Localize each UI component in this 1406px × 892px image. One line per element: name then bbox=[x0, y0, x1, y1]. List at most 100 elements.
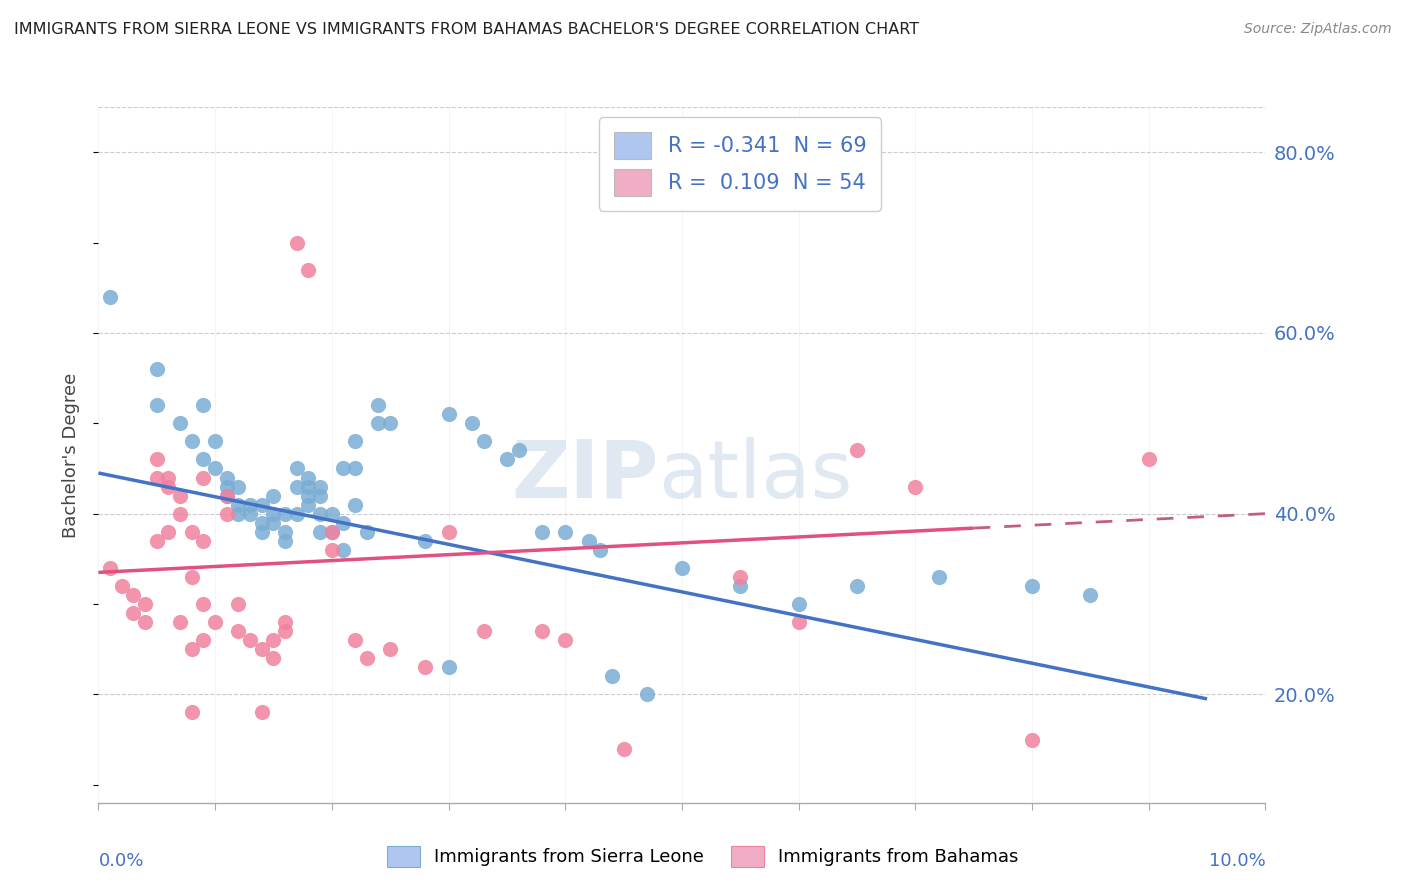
Legend: R = -0.341  N = 69, R =  0.109  N = 54: R = -0.341 N = 69, R = 0.109 N = 54 bbox=[599, 118, 882, 211]
Point bbox=[413, 533, 436, 548]
Point bbox=[193, 398, 215, 412]
Point bbox=[461, 417, 484, 431]
Point bbox=[169, 489, 191, 503]
Point bbox=[262, 489, 284, 503]
Point bbox=[1137, 452, 1160, 467]
Point bbox=[239, 633, 262, 648]
Point bbox=[228, 624, 250, 639]
Point bbox=[344, 633, 367, 648]
Point bbox=[228, 479, 250, 493]
Point bbox=[321, 524, 343, 539]
Point bbox=[250, 642, 273, 657]
Point bbox=[787, 597, 810, 611]
Point bbox=[239, 507, 262, 521]
Point bbox=[367, 417, 389, 431]
Point bbox=[297, 479, 319, 493]
Text: 10.0%: 10.0% bbox=[1209, 852, 1265, 870]
Point bbox=[169, 507, 191, 521]
Point bbox=[636, 687, 658, 701]
Point bbox=[134, 597, 156, 611]
Point bbox=[508, 443, 530, 458]
Point bbox=[274, 524, 297, 539]
Point bbox=[437, 407, 460, 421]
Point bbox=[204, 461, 226, 475]
Point bbox=[787, 615, 810, 629]
Point bbox=[250, 516, 273, 530]
Text: IMMIGRANTS FROM SIERRA LEONE VS IMMIGRANTS FROM BAHAMAS BACHELOR'S DEGREE CORREL: IMMIGRANTS FROM SIERRA LEONE VS IMMIGRAN… bbox=[14, 22, 920, 37]
Point bbox=[589, 542, 612, 557]
Point bbox=[472, 624, 495, 639]
Point bbox=[157, 479, 180, 493]
Point bbox=[169, 615, 191, 629]
Point bbox=[297, 489, 319, 503]
Point bbox=[344, 461, 367, 475]
Point bbox=[146, 470, 169, 484]
Point bbox=[134, 615, 156, 629]
Point bbox=[262, 507, 284, 521]
Point bbox=[215, 489, 238, 503]
Point bbox=[1080, 588, 1102, 602]
Point bbox=[356, 524, 378, 539]
Point bbox=[613, 741, 636, 756]
Point bbox=[309, 524, 332, 539]
Point bbox=[846, 443, 869, 458]
Point bbox=[98, 290, 121, 304]
Point bbox=[554, 524, 576, 539]
Point bbox=[180, 434, 202, 449]
Text: 0.0%: 0.0% bbox=[98, 852, 143, 870]
Point bbox=[332, 542, 354, 557]
Point bbox=[285, 507, 308, 521]
Point bbox=[193, 470, 215, 484]
Point bbox=[285, 461, 308, 475]
Point bbox=[146, 452, 169, 467]
Point bbox=[671, 561, 693, 575]
Point bbox=[228, 507, 250, 521]
Point bbox=[344, 498, 367, 512]
Point bbox=[262, 516, 284, 530]
Point bbox=[274, 624, 297, 639]
Point bbox=[122, 606, 145, 620]
Point bbox=[297, 470, 319, 484]
Point bbox=[321, 524, 343, 539]
Point bbox=[904, 479, 927, 493]
Point bbox=[846, 579, 869, 593]
Point bbox=[530, 524, 553, 539]
Point bbox=[262, 633, 284, 648]
Point bbox=[228, 597, 250, 611]
Point bbox=[321, 542, 343, 557]
Point bbox=[250, 498, 273, 512]
Point bbox=[554, 633, 576, 648]
Point bbox=[285, 235, 308, 250]
Point bbox=[928, 570, 950, 584]
Point bbox=[215, 470, 238, 484]
Point bbox=[437, 660, 460, 674]
Point bbox=[297, 262, 319, 277]
Point bbox=[228, 498, 250, 512]
Point bbox=[193, 533, 215, 548]
Point bbox=[250, 706, 273, 720]
Point bbox=[146, 362, 169, 376]
Point bbox=[297, 498, 319, 512]
Point bbox=[1021, 732, 1043, 747]
Point bbox=[437, 524, 460, 539]
Point bbox=[157, 470, 180, 484]
Point bbox=[146, 398, 169, 412]
Point bbox=[180, 706, 202, 720]
Point bbox=[274, 615, 297, 629]
Point bbox=[578, 533, 600, 548]
Point bbox=[380, 642, 402, 657]
Point bbox=[239, 498, 262, 512]
Point bbox=[111, 579, 134, 593]
Point bbox=[193, 597, 215, 611]
Point bbox=[730, 579, 752, 593]
Point bbox=[332, 516, 354, 530]
Point bbox=[274, 507, 297, 521]
Point bbox=[321, 507, 343, 521]
Point bbox=[730, 570, 752, 584]
Point bbox=[1021, 579, 1043, 593]
Legend: Immigrants from Sierra Leone, Immigrants from Bahamas: Immigrants from Sierra Leone, Immigrants… bbox=[380, 838, 1026, 874]
Point bbox=[472, 434, 495, 449]
Point bbox=[262, 651, 284, 665]
Point bbox=[204, 615, 226, 629]
Text: ZIP: ZIP bbox=[512, 437, 658, 515]
